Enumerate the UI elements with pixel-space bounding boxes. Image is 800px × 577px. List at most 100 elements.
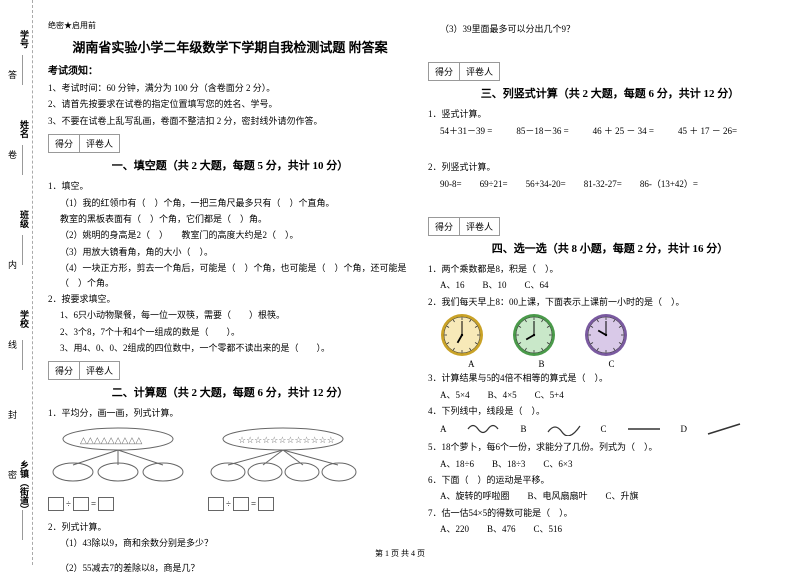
- division-diagram: △△△△△△△△△ ÷= ☆☆☆☆☆☆☆☆☆☆☆☆: [48, 427, 412, 514]
- s3-q2-c: 56+34-20=: [526, 177, 566, 191]
- score-box-3: 得分 评卷人: [428, 62, 792, 81]
- wave-a-label: A: [440, 424, 447, 434]
- binding-field-town: 乡镇（街道）: [18, 460, 31, 514]
- s4-q4-stem: 4．下列线中，线段是（ ）。: [428, 404, 792, 418]
- s3-q2-stem: 2．列竖式计算。: [428, 160, 792, 174]
- score-box-2: 得分 评卷人: [48, 361, 412, 380]
- s1-q2-i2: 2、3个8，7个十和4个一组成的数是（ ）。: [60, 325, 412, 339]
- score-label: 得分: [48, 134, 80, 153]
- s1-q2-i1: 1、6只小动物聚餐，每一位一双筷，需要（ ）根筷。: [60, 308, 412, 322]
- s3-q2-e: 86-（13+42）=: [640, 177, 698, 191]
- section-1-title: 一、填空题（共 2 大题，每题 5 分，共计 10 分）: [48, 157, 412, 173]
- svg-text:△△△△△△△△△: △△△△△△△△△: [80, 435, 142, 445]
- clock-label-c: C: [609, 359, 615, 369]
- page-footer: 第 1 页 共 4 页: [0, 548, 800, 559]
- s1-q1-i2: （2）姚明的身高是2（ ） 教室门的高度大约是2（ ）。: [60, 228, 412, 242]
- score-label-3: 得分: [428, 62, 460, 81]
- reviewer-label-3: 评卷人: [459, 62, 500, 81]
- s3-q2-row: 90-8= 69÷21= 56+34-20= 81-32-27= 86-（13+…: [428, 177, 792, 191]
- clock-label-a: A: [468, 359, 475, 369]
- binding-field-school: 学校: [18, 310, 31, 328]
- clock-labels: A B C: [428, 359, 792, 369]
- s1-q2-stem: 2．按要求填空。: [48, 292, 412, 306]
- binding-inner-0: 答: [6, 70, 19, 79]
- section-3-title: 三、列竖式计算（共 2 大题，每题 6 分，共计 12 分）: [428, 85, 792, 101]
- binding-inner-4: 封: [6, 410, 19, 419]
- s4-q1-opts: A、16 B、10 C、64: [428, 278, 792, 292]
- clock-label-b: B: [539, 359, 545, 369]
- s1-q1-i1b: 教室的黑板表面有（ ）个角，它们都是（ ）角。: [60, 212, 412, 226]
- s4-q5-stem: 5．18个萝卜，每6个一份，求能分了几份。列式为（ ）。: [428, 440, 792, 454]
- s3-q1-d: 45 ＋ 17 － 26=: [678, 124, 737, 138]
- s3-q1-a: 54＋31－39 =: [440, 124, 492, 138]
- exam-page: 绝密★启用前 湖南省实验小学二年级数学下学期自我检测试题 附答案 考试须知： 1…: [40, 0, 800, 577]
- s3-q1-b: 85－18－36 =: [516, 124, 568, 138]
- binding-field-name: 姓名: [18, 120, 31, 138]
- s4-q7-opts: A、220 B、476 C、516: [428, 522, 792, 536]
- wave-b-label: B: [521, 424, 527, 434]
- wave-b-icon: [547, 422, 581, 436]
- wave-d-label: D: [681, 424, 688, 434]
- s2-q2-i2: （2）55减去7的差除以8，商是几？: [60, 561, 412, 575]
- wave-options: A B C D: [428, 422, 792, 436]
- instruction-1: 1、考试时间：60 分钟，满分为 100 分（含卷面分 2 分）。: [48, 81, 412, 95]
- reviewer-label-4: 评卷人: [459, 217, 500, 236]
- s3-q1-c: 46 ＋ 25 － 34 =: [593, 124, 654, 138]
- instruction-2: 2、请首先按要求在试卷的指定位置填写您的姓名、学号。: [48, 97, 412, 111]
- instructions-label: 考试须知：: [48, 62, 412, 77]
- s1-q1-stem: 1．填空。: [48, 179, 412, 193]
- clock-a: [440, 313, 484, 357]
- wave-a-icon: [467, 422, 501, 436]
- s4-q5-opts: A、18÷6 B、18÷3 C、6×3: [428, 457, 792, 471]
- s3-q2-d: 81-32-27=: [584, 177, 622, 191]
- s4-q6-opts: A、旋转的呼啦圈 B、电风扇扇叶 C、升旗: [428, 489, 792, 503]
- s4-q1-stem: 1．两个乘数都是8，积是（ ）。: [428, 262, 792, 276]
- eq-left: ÷=: [48, 497, 114, 511]
- eq-right: ÷=: [208, 497, 274, 511]
- s2-q2-i3: （3）39里面最多可以分出几个9？: [428, 22, 792, 36]
- score-box-4: 得分 评卷人: [428, 217, 792, 236]
- s4-q6-stem: 6．下面（ ）的运动是平移。: [428, 473, 792, 487]
- right-column: （3）39里面最多可以分出几个9？ 得分 评卷人 三、列竖式计算（共 2 大题，…: [420, 20, 800, 577]
- s3-q2-a: 90-8=: [440, 177, 462, 191]
- binding-inner-2: 内: [6, 260, 19, 269]
- score-label-2: 得分: [48, 361, 80, 380]
- s4-q2-stem: 2．我们每天早上8：00上课，下面表示上课前一小时的是（ ）。: [428, 295, 792, 309]
- confidential-label: 绝密★启用前: [48, 20, 412, 31]
- s1-q2-i3: 3、用4、0、0、2组成的四位数中，一个零都不读出来的是（ ）。: [60, 341, 412, 355]
- binding-inner-5: 密: [6, 470, 19, 479]
- s3-q1-stem: 1．竖式计算。: [428, 107, 792, 121]
- s4-q3-stem: 3．计算结果与5的4倍不相等的算式是（ ）。: [428, 371, 792, 385]
- wave-d-icon: [707, 422, 741, 436]
- binding-margin: 学号 姓名 班级 学校 乡镇（街道） 答 卷 内 线 封 密: [0, 0, 33, 565]
- wave-c-label: C: [601, 424, 607, 434]
- s3-q2-b: 69÷21=: [480, 177, 508, 191]
- clocks: [428, 313, 792, 357]
- reviewer-label: 评卷人: [79, 134, 120, 153]
- section-2-title: 二、计算题（共 2 大题，每题 6 分，共计 12 分）: [48, 384, 412, 400]
- binding-inner-1: 卷: [6, 150, 19, 159]
- reviewer-label-2: 评卷人: [79, 361, 120, 380]
- clock-c: [584, 313, 628, 357]
- s2-q1: 1．平均分，画一画，列式计算。: [48, 406, 412, 420]
- svg-text:☆☆☆☆☆☆☆☆☆☆☆☆: ☆☆☆☆☆☆☆☆☆☆☆☆: [238, 435, 335, 445]
- clock-b: [512, 313, 556, 357]
- binding-field-id: 学号: [18, 30, 31, 48]
- score-label-4: 得分: [428, 217, 460, 236]
- score-box-1: 得分 评卷人: [48, 134, 412, 153]
- exam-title: 湖南省实验小学二年级数学下学期自我检测试题 附答案: [48, 37, 412, 56]
- bubble-group-left: △△△△△△△△△ ÷=: [48, 427, 188, 514]
- bubble-group-right: ☆☆☆☆☆☆☆☆☆☆☆☆ ÷=: [208, 427, 358, 514]
- section-4-title: 四、选一选（共 8 小题，每题 2 分，共计 16 分）: [428, 240, 792, 256]
- binding-field-class: 班级: [18, 210, 31, 228]
- s4-q3-opts: A、5×4 B、4×5 C、5+4: [428, 388, 792, 402]
- s3-q1-row: 54＋31－39 = 85－18－36 = 46 ＋ 25 － 34 = 45 …: [428, 124, 792, 138]
- s1-q1-i4: （4）一块正方形，剪去一个角后，可能是（ ）个角，也可能是（ ）个角，还可能是（…: [60, 261, 412, 290]
- s1-q1-i1: （1）我的红领巾有（ ）个角，一把三角尺最多只有（ ）个直角。: [60, 196, 412, 210]
- binding-inner-3: 线: [6, 340, 19, 349]
- instruction-3: 3、不要在试卷上乱写乱画，卷面不整洁扣 2 分，密封线外请勿作答。: [48, 114, 412, 128]
- s2-q2-stem: 2．列式计算。: [48, 520, 412, 534]
- left-column: 绝密★启用前 湖南省实验小学二年级数学下学期自我检测试题 附答案 考试须知： 1…: [40, 20, 420, 577]
- wave-c-icon: [627, 422, 661, 436]
- s4-q7-stem: 7．估一估54×5的得数可能是（ ）。: [428, 506, 792, 520]
